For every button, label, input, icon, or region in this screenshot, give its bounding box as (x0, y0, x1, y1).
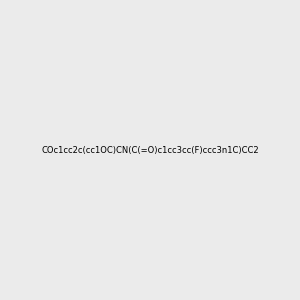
Text: COc1cc2c(cc1OC)CN(C(=O)c1cc3cc(F)ccc3n1C)CC2: COc1cc2c(cc1OC)CN(C(=O)c1cc3cc(F)ccc3n1C… (41, 146, 259, 154)
